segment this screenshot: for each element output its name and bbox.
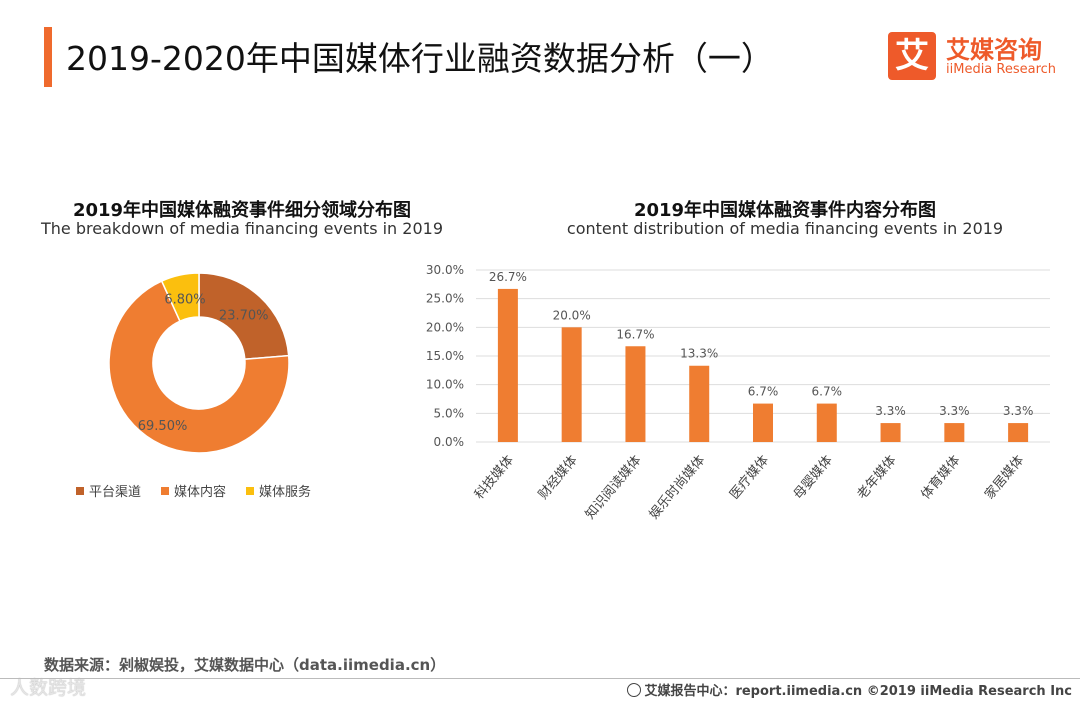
bar-6 <box>816 403 837 442</box>
bar-2 <box>561 327 582 442</box>
bar-value-label-2: 20.0% <box>553 308 591 322</box>
bar-8 <box>944 423 965 442</box>
y-tick-label: 0.0% <box>434 435 465 449</box>
x-tick-label-1: 科技媒体 <box>472 453 517 502</box>
bar-1 <box>497 288 518 442</box>
bar-7 <box>880 423 901 442</box>
bar-value-label-6: 6.7% <box>812 385 843 399</box>
bar-5 <box>753 403 773 442</box>
x-tick-label-9: 家居媒体 <box>981 452 1027 502</box>
title-accent-bar <box>44 27 52 87</box>
bar-value-label-8: 3.3% <box>939 404 970 418</box>
logo-chinese-name: 艾媒咨询 <box>946 36 1042 64</box>
legend-swatch-2 <box>161 487 169 495</box>
y-tick-label: 25.0% <box>426 292 464 306</box>
x-tick-label-6: 母婴媒体 <box>791 453 836 502</box>
x-tick-label-2: 财经媒体 <box>536 453 581 502</box>
donut-chart-title: 2019年中国媒体融资事件细分领域分布图 <box>72 200 412 221</box>
logo-mark-icon: 艾 <box>888 32 936 80</box>
y-tick-label: 5.0% <box>434 406 465 420</box>
globe-icon <box>627 683 642 697</box>
y-tick-label: 10.0% <box>426 378 464 392</box>
donut-slice-2 <box>108 280 290 454</box>
bar-value-label-3: 16.7% <box>616 327 654 341</box>
x-tick-label-8: 体育媒体 <box>918 452 964 502</box>
bar-value-label-1: 26.7% <box>489 270 527 284</box>
footer-credit-text: 艾媒报告中心：report.iimedia.cn ©2019 iiMedia R… <box>644 684 1072 699</box>
bar-3 <box>625 346 646 442</box>
legend-swatch-1 <box>76 487 84 495</box>
bar-4 <box>689 365 710 442</box>
data-source-note: 数据来源：剁椒娱投，艾媒数据中心（data.iimedia.cn） <box>44 656 446 674</box>
donut-chart-subtitle: The breakdown of media financing events … <box>41 219 443 238</box>
donut-label-1: 23.70% <box>219 308 269 323</box>
donut-label-2: 69.50% <box>138 419 188 434</box>
y-tick-label: 15.0% <box>426 349 464 363</box>
bar-chart: 0.0% 5.0% 10.0% 15.0% 20.0% 25.0% 30.0% 26.7% 科技… <box>426 263 1050 522</box>
footer-divider <box>0 678 1080 679</box>
legend-label-2: 媒体内容 <box>174 484 226 500</box>
y-tick-label: 30.0% <box>426 263 464 277</box>
brand-logo: 艾 艾媒咨询 iiMedia Research <box>888 30 1068 82</box>
bar-value-label-4: 13.3% <box>680 347 718 361</box>
watermark: 人数跨境 <box>10 677 87 699</box>
bar-value-label-7: 3.3% <box>875 404 906 418</box>
page-title: 2019-2020年中国媒体行业融资数据分析（一） <box>66 39 774 78</box>
bar-chart-subtitle: content distribution of media financing … <box>566 219 1004 238</box>
x-tick-label-7: 老年媒体 <box>855 453 900 502</box>
logo-english-name: iiMedia Research <box>946 62 1057 77</box>
x-tick-label-5: 医疗媒体 <box>727 453 772 502</box>
bar-value-label-9: 3.3% <box>1003 404 1034 418</box>
bar-value-label-5: 6.7% <box>748 385 779 399</box>
legend-label-3: 媒体服务 <box>259 484 311 500</box>
bar-chart-title: 2019年中国媒体融资事件内容分布图 <box>633 200 937 221</box>
footer-credit: 艾媒报告中心：report.iimedia.cn ©2019 iiMedia R… <box>627 680 1072 699</box>
y-tick-label: 20.0% <box>426 320 464 334</box>
x-tick-label-4: 娱乐时尚媒体 <box>647 453 709 522</box>
donut-slice-3 <box>160 272 200 323</box>
donut-label-3: 6.80% <box>164 293 205 308</box>
legend-swatch-3 <box>246 487 254 495</box>
bar-9 <box>1008 423 1029 442</box>
legend-label-1: 平台渠道 <box>89 485 141 500</box>
x-tick-label-3: 知识阅读媒体 <box>582 452 644 522</box>
donut-chart: 23.70% 69.50% 6.80% 平台渠道 媒体内容 媒体服务 <box>76 272 311 500</box>
